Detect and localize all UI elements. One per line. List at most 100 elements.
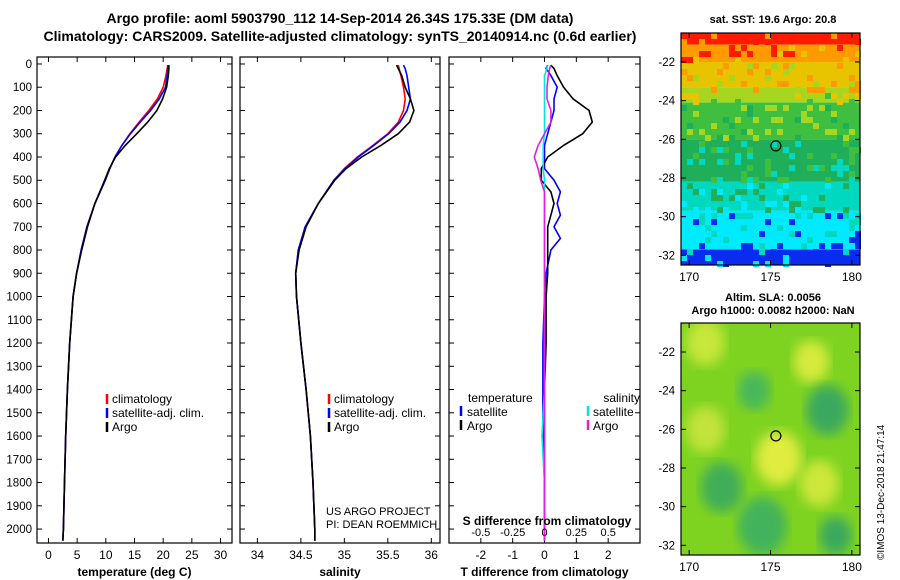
sst-cell [747,147,753,153]
x-tick-label: 34 [251,548,265,562]
y-tick-label: 2000 [6,524,32,536]
sst-cell [813,249,819,255]
sst-cell [741,189,747,195]
sla-blob [793,340,830,383]
sst-cell [807,99,813,105]
x-tick-label: 36 [425,548,439,562]
credit-pi: PI: DEAN ROEMMICH [326,519,438,531]
sst-cell [813,165,819,171]
sst-cell [741,207,747,213]
sst-cell [789,165,795,171]
figure-title-line1: Argo profile: aoml 5903790_112 14-Sep-20… [106,10,574,26]
sst-cell [765,33,771,39]
sst-cell [741,81,747,87]
sst-cell [843,213,849,219]
sst-cell [789,201,795,207]
sst-cell [849,129,855,135]
sst-cell [747,165,753,171]
sst-cell [741,249,747,255]
x-axis-label: salinity [319,565,361,579]
sst-cell [855,237,861,243]
sst-cell [771,51,777,57]
sst-cell [807,165,813,171]
legend-label: satellite [593,405,634,419]
sst-cell [795,33,801,39]
sst-cell [843,135,849,141]
sst-cell [795,141,801,147]
profile-location-marker [770,140,782,152]
x-tick-label: -2 [475,548,486,562]
sst-cell [747,69,753,75]
sst-cell [723,261,729,267]
sst-cell [807,105,813,111]
series-line-satellite [542,64,562,541]
y-tick-label: 400 [13,152,32,164]
top-tick-label: 0.25 [566,527,587,539]
sst-cell [789,45,795,51]
sst-cell [729,135,735,141]
sst-cell [699,129,705,135]
sst-cell [849,171,855,177]
x-tick-label: 0 [541,548,548,562]
sst-cell [681,93,687,99]
sst-cell [759,243,765,249]
sst-cell [783,201,789,207]
y-tick-label: 1300 [6,361,32,373]
sst-cell [783,177,789,183]
y-tick-label: 1600 [6,431,32,443]
sst-cell [825,231,831,237]
x-tick-label: 35.5 [376,548,400,562]
sst-cell [825,129,831,135]
sst-cell [765,129,771,135]
sst-cell [801,51,807,57]
sst-cell [717,81,723,87]
sst-cell [837,135,843,141]
sst-cell [765,39,771,45]
y-tick-label: -28 [658,463,675,475]
sst-cell [849,159,855,165]
sst-cell [825,177,831,183]
sst-cell [699,219,705,225]
sst-cell [843,57,849,63]
sst-cell [753,135,759,141]
sst-cell [801,111,807,117]
sst-cell [687,159,693,165]
sst-cell [711,231,717,237]
legend-label: Argo [467,419,493,433]
sst-cell [723,117,729,123]
sst-cell [681,57,687,63]
legend-label: climatology [112,392,172,406]
sst-cell [807,87,813,93]
sst-cell [735,195,741,201]
sla-blob [737,497,787,555]
sst-cell [765,261,771,267]
sst-cell [747,183,753,189]
sst-cell [849,237,855,243]
sst-cell [777,177,783,183]
sst-cell [843,207,849,213]
sst-cell [765,105,771,111]
y-tick-label: 200 [13,105,32,117]
sst-cell [855,231,861,237]
sst-cell [771,171,777,177]
sst-cell [777,81,783,87]
map-field-5 [681,323,860,555]
sst-cell [717,159,723,165]
sst-cell [825,93,831,99]
sst-cell [777,243,783,249]
panel-frame-2 [239,56,441,544]
legend-label: satellite-adj. clim. [112,406,204,420]
figure-title-line2: Climatology: CARS2009. Satellite-adjuste… [43,28,637,44]
sst-cell [699,189,705,195]
sst-cell [711,99,717,105]
sst-cell [753,261,759,267]
y-tick-label: -22 [658,347,675,359]
sst-cell [831,117,837,123]
sst-cell [699,147,705,153]
map-field-4 [681,33,861,267]
sst-cell [807,117,813,123]
sst-cell [819,87,825,93]
sst-cell [789,219,795,225]
sst-cell [705,135,711,141]
